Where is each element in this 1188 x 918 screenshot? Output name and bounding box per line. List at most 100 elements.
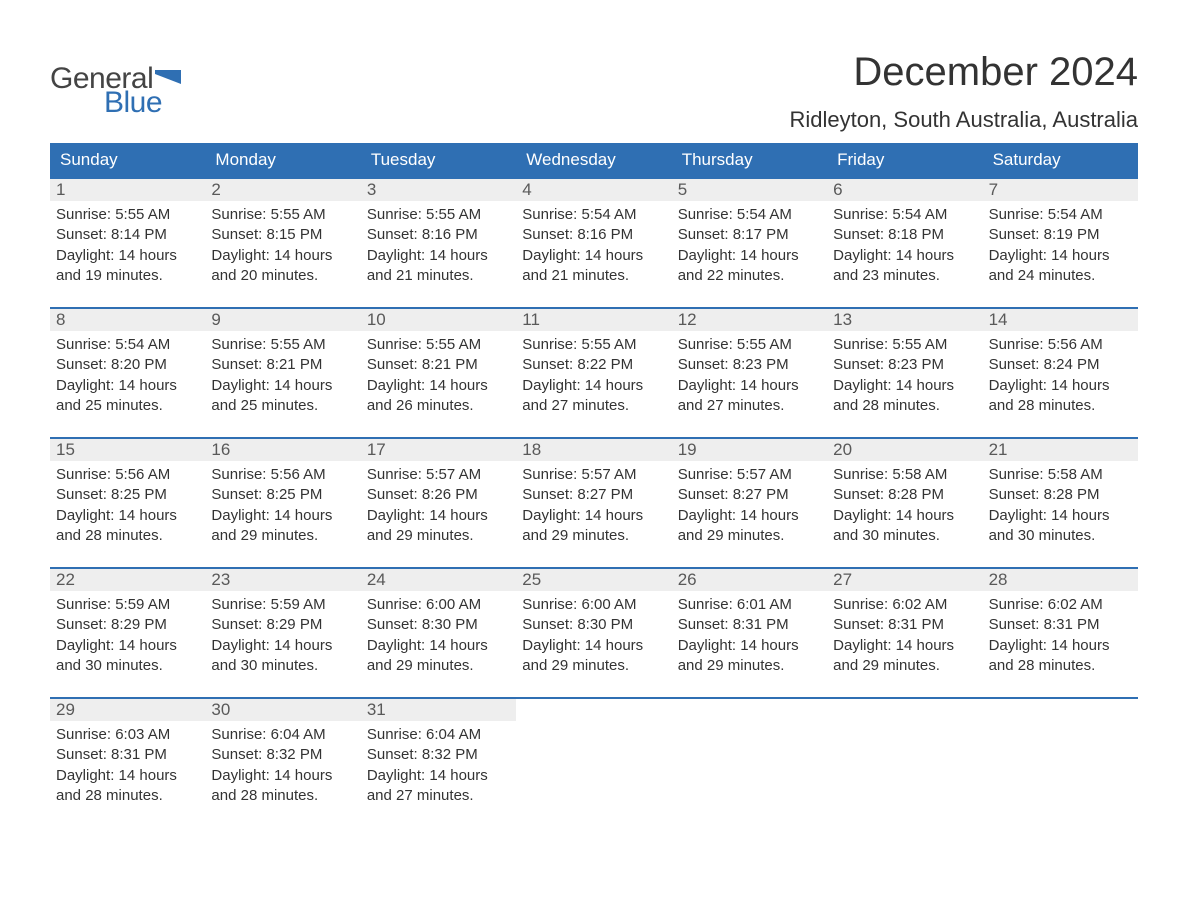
- day-cell: 14Sunrise: 5:56 AMSunset: 8:24 PMDayligh…: [983, 309, 1138, 437]
- day-cell: 5Sunrise: 5:54 AMSunset: 8:17 PMDaylight…: [672, 179, 827, 307]
- sunrise-line: Sunrise: 5:54 AM: [56, 335, 199, 355]
- daylight-line-2: and 27 minutes.: [678, 396, 821, 416]
- day-number: 9: [205, 309, 360, 331]
- daylight-line-2: and 28 minutes.: [56, 786, 199, 806]
- sunset-line: Sunset: 8:31 PM: [989, 615, 1132, 635]
- day-body: Sunrise: 5:54 AMSunset: 8:17 PMDaylight:…: [672, 201, 827, 294]
- daylight-line-1: Daylight: 14 hours: [211, 506, 354, 526]
- day-body: Sunrise: 5:55 AMSunset: 8:14 PMDaylight:…: [50, 201, 205, 294]
- day-number: 2: [205, 179, 360, 201]
- sunrise-line: Sunrise: 5:56 AM: [211, 465, 354, 485]
- sunset-line: Sunset: 8:20 PM: [56, 355, 199, 375]
- sunrise-line: Sunrise: 5:54 AM: [989, 205, 1132, 225]
- sunrise-line: Sunrise: 5:59 AM: [211, 595, 354, 615]
- day-cell: 27Sunrise: 6:02 AMSunset: 8:31 PMDayligh…: [827, 569, 982, 697]
- sunset-line: Sunset: 8:28 PM: [833, 485, 976, 505]
- day-body: Sunrise: 5:56 AMSunset: 8:25 PMDaylight:…: [50, 461, 205, 554]
- daylight-line-2: and 26 minutes.: [367, 396, 510, 416]
- week-row: 22Sunrise: 5:59 AMSunset: 8:29 PMDayligh…: [50, 567, 1138, 697]
- day-body: Sunrise: 5:55 AMSunset: 8:21 PMDaylight:…: [205, 331, 360, 424]
- day-body: Sunrise: 5:57 AMSunset: 8:27 PMDaylight:…: [672, 461, 827, 554]
- day-body: Sunrise: 6:02 AMSunset: 8:31 PMDaylight:…: [983, 591, 1138, 684]
- title-block: December 2024 Ridleyton, South Australia…: [789, 50, 1138, 133]
- day-body: Sunrise: 5:58 AMSunset: 8:28 PMDaylight:…: [983, 461, 1138, 554]
- day-number: 30: [205, 699, 360, 721]
- sunrise-line: Sunrise: 5:59 AM: [56, 595, 199, 615]
- day-number: 8: [50, 309, 205, 331]
- day-cell: 15Sunrise: 5:56 AMSunset: 8:25 PMDayligh…: [50, 439, 205, 567]
- day-cell: 18Sunrise: 5:57 AMSunset: 8:27 PMDayligh…: [516, 439, 671, 567]
- day-number: 14: [983, 309, 1138, 331]
- day-cell: 26Sunrise: 6:01 AMSunset: 8:31 PMDayligh…: [672, 569, 827, 697]
- sunrise-line: Sunrise: 5:55 AM: [833, 335, 976, 355]
- weekday-header: Monday: [205, 143, 360, 177]
- sunset-line: Sunset: 8:30 PM: [522, 615, 665, 635]
- daylight-line-1: Daylight: 14 hours: [833, 506, 976, 526]
- daylight-line-1: Daylight: 14 hours: [367, 376, 510, 396]
- day-number: 10: [361, 309, 516, 331]
- sunset-line: Sunset: 8:29 PM: [56, 615, 199, 635]
- daylight-line-1: Daylight: 14 hours: [833, 246, 976, 266]
- day-number: 12: [672, 309, 827, 331]
- daylight-line-2: and 30 minutes.: [833, 526, 976, 546]
- sunset-line: Sunset: 8:27 PM: [678, 485, 821, 505]
- day-body: Sunrise: 5:55 AMSunset: 8:23 PMDaylight:…: [672, 331, 827, 424]
- day-body: Sunrise: 5:59 AMSunset: 8:29 PMDaylight:…: [50, 591, 205, 684]
- daylight-line-2: and 19 minutes.: [56, 266, 199, 286]
- daylight-line-2: and 23 minutes.: [833, 266, 976, 286]
- sunrise-line: Sunrise: 6:04 AM: [367, 725, 510, 745]
- flag-icon: [155, 70, 181, 90]
- day-body: Sunrise: 5:54 AMSunset: 8:16 PMDaylight:…: [516, 201, 671, 294]
- day-number: 19: [672, 439, 827, 461]
- daylight-line-1: Daylight: 14 hours: [56, 376, 199, 396]
- day-cell: 1Sunrise: 5:55 AMSunset: 8:14 PMDaylight…: [50, 179, 205, 307]
- sunrise-line: Sunrise: 6:02 AM: [989, 595, 1132, 615]
- sunset-line: Sunset: 8:25 PM: [211, 485, 354, 505]
- sunset-line: Sunset: 8:14 PM: [56, 225, 199, 245]
- day-number: 5: [672, 179, 827, 201]
- week-row: 29Sunrise: 6:03 AMSunset: 8:31 PMDayligh…: [50, 697, 1138, 827]
- sunrise-line: Sunrise: 5:54 AM: [833, 205, 976, 225]
- logo-text-blue: Blue: [104, 86, 162, 120]
- day-cell: 3Sunrise: 5:55 AMSunset: 8:16 PMDaylight…: [361, 179, 516, 307]
- week-row: 8Sunrise: 5:54 AMSunset: 8:20 PMDaylight…: [50, 307, 1138, 437]
- day-body: Sunrise: 6:01 AMSunset: 8:31 PMDaylight:…: [672, 591, 827, 684]
- daylight-line-1: Daylight: 14 hours: [678, 636, 821, 656]
- daylight-line-1: Daylight: 14 hours: [211, 636, 354, 656]
- day-cell: 30Sunrise: 6:04 AMSunset: 8:32 PMDayligh…: [205, 699, 360, 827]
- day-number: 15: [50, 439, 205, 461]
- daylight-line-1: Daylight: 14 hours: [367, 766, 510, 786]
- day-cell: 19Sunrise: 5:57 AMSunset: 8:27 PMDayligh…: [672, 439, 827, 567]
- daylight-line-2: and 30 minutes.: [56, 656, 199, 676]
- day-cell: [516, 699, 671, 827]
- daylight-line-1: Daylight: 14 hours: [522, 506, 665, 526]
- daylight-line-1: Daylight: 14 hours: [678, 246, 821, 266]
- weekday-header: Saturday: [983, 143, 1138, 177]
- sunrise-line: Sunrise: 5:56 AM: [989, 335, 1132, 355]
- daylight-line-1: Daylight: 14 hours: [367, 636, 510, 656]
- day-cell: 16Sunrise: 5:56 AMSunset: 8:25 PMDayligh…: [205, 439, 360, 567]
- sunset-line: Sunset: 8:16 PM: [367, 225, 510, 245]
- day-body: Sunrise: 5:59 AMSunset: 8:29 PMDaylight:…: [205, 591, 360, 684]
- sunrise-line: Sunrise: 5:54 AM: [678, 205, 821, 225]
- day-body: Sunrise: 5:54 AMSunset: 8:20 PMDaylight:…: [50, 331, 205, 424]
- daylight-line-2: and 25 minutes.: [211, 396, 354, 416]
- header: General Blue December 2024 Ridleyton, So…: [50, 50, 1138, 133]
- day-cell: 17Sunrise: 5:57 AMSunset: 8:26 PMDayligh…: [361, 439, 516, 567]
- daylight-line-1: Daylight: 14 hours: [678, 376, 821, 396]
- daylight-line-1: Daylight: 14 hours: [522, 376, 665, 396]
- sunset-line: Sunset: 8:30 PM: [367, 615, 510, 635]
- daylight-line-2: and 30 minutes.: [211, 656, 354, 676]
- daylight-line-1: Daylight: 14 hours: [56, 246, 199, 266]
- day-body: Sunrise: 5:55 AMSunset: 8:15 PMDaylight:…: [205, 201, 360, 294]
- sunrise-line: Sunrise: 5:55 AM: [678, 335, 821, 355]
- calendar: SundayMondayTuesdayWednesdayThursdayFrid…: [50, 143, 1138, 827]
- daylight-line-2: and 29 minutes.: [522, 526, 665, 546]
- sunrise-line: Sunrise: 5:57 AM: [367, 465, 510, 485]
- day-number: 1: [50, 179, 205, 201]
- daylight-line-2: and 29 minutes.: [678, 656, 821, 676]
- sunrise-line: Sunrise: 5:58 AM: [833, 465, 976, 485]
- sunset-line: Sunset: 8:31 PM: [56, 745, 199, 765]
- sunset-line: Sunset: 8:21 PM: [211, 355, 354, 375]
- sunrise-line: Sunrise: 5:55 AM: [522, 335, 665, 355]
